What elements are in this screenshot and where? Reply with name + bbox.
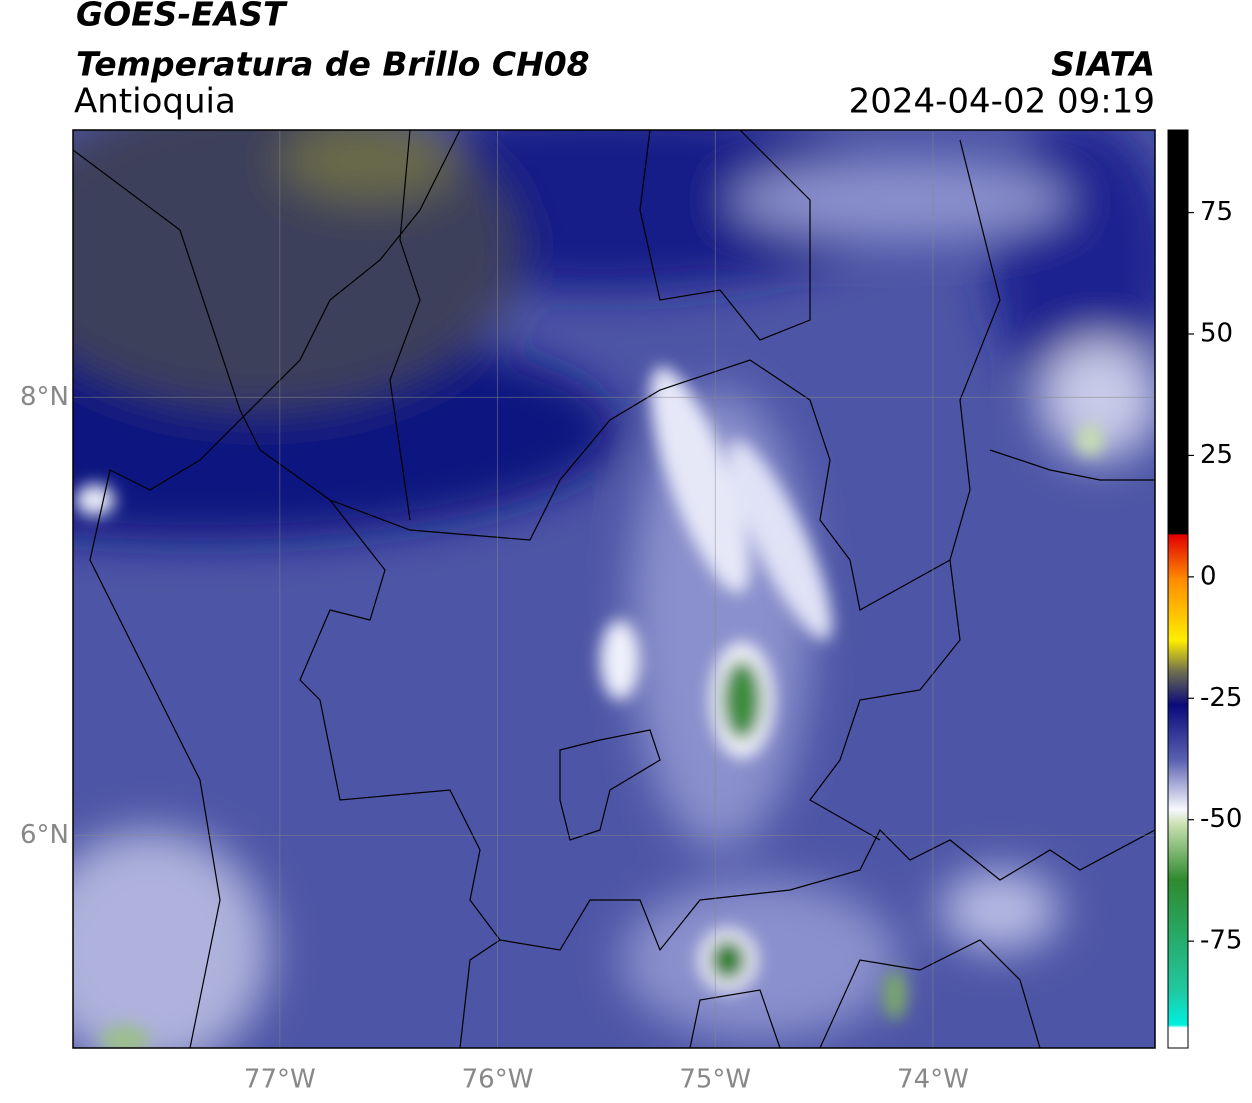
y-tick-label: 8°N bbox=[20, 382, 69, 412]
colorbar-tick-label: 50 bbox=[1200, 319, 1233, 349]
source-label: SIATA bbox=[1051, 45, 1155, 84]
product-title: Temperatura de Brillo CH08 bbox=[76, 45, 590, 84]
satellite-image bbox=[73, 130, 1155, 1048]
colorbar bbox=[1167, 129, 1189, 1049]
x-tick-label: 75°W bbox=[679, 1065, 751, 1095]
region-label: Antioquia bbox=[74, 82, 236, 122]
colorbar-tick-label: -25 bbox=[1200, 683, 1242, 713]
colorbar-tick-label: 75 bbox=[1200, 197, 1233, 227]
colorbar-tick-label: 25 bbox=[1200, 440, 1233, 470]
x-tick-label: 76°W bbox=[462, 1065, 534, 1095]
datetime-label: 2024-04-02 09:19 bbox=[849, 82, 1155, 122]
x-tick-label: 77°W bbox=[244, 1065, 316, 1095]
colorbar-tick-label: 0 bbox=[1200, 561, 1217, 591]
colorbar-tick-label: -75 bbox=[1200, 926, 1242, 956]
x-tick-label: 74°W bbox=[897, 1065, 969, 1095]
satellite-title: GOES-EAST bbox=[76, 0, 288, 34]
grid bbox=[73, 130, 1155, 1048]
y-tick-label: 6°N bbox=[20, 820, 69, 850]
map-frame bbox=[72, 129, 1156, 1049]
colorbar-tick-label: -50 bbox=[1200, 804, 1242, 834]
borders bbox=[73, 130, 1155, 1048]
